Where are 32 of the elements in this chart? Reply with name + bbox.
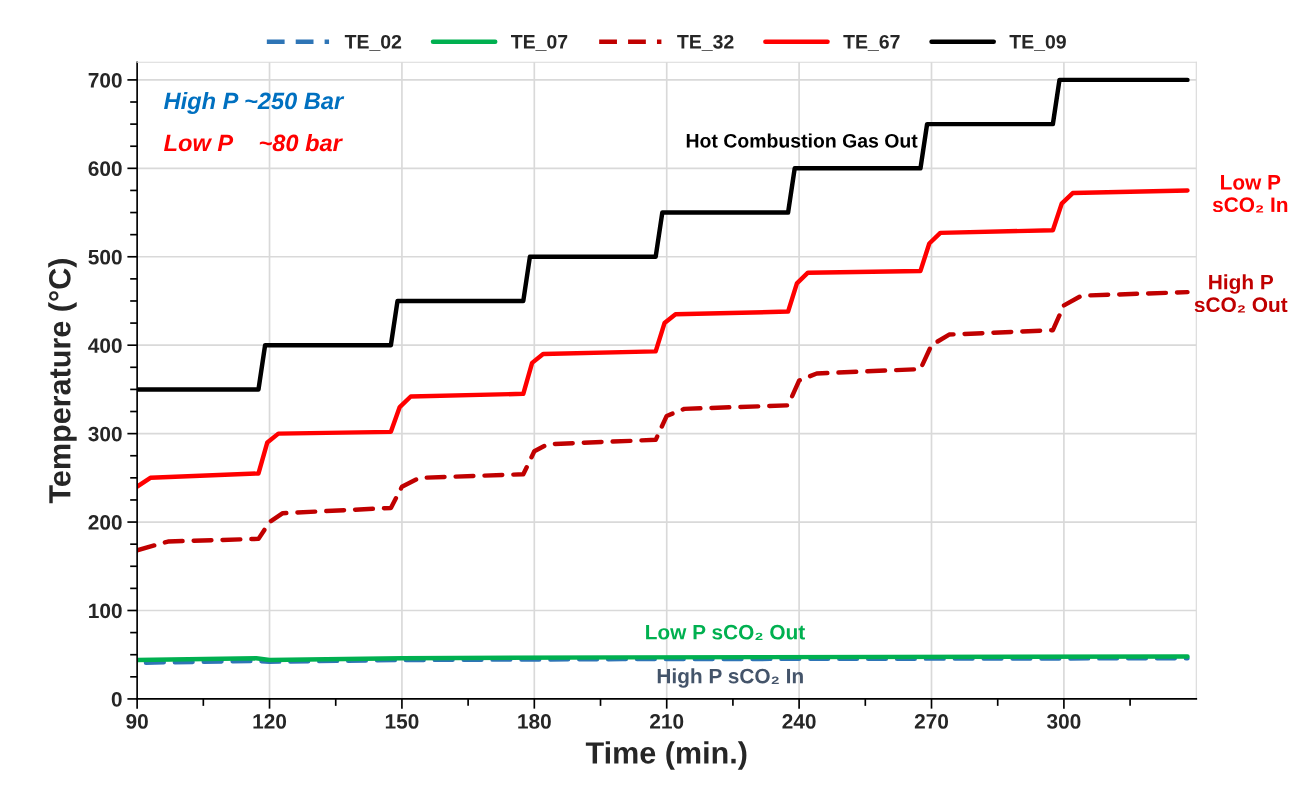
y-tick-label: 300 <box>88 426 122 442</box>
x-tick-label: 120 <box>253 714 287 729</box>
y-tick-label: 100 <box>89 603 122 619</box>
text: Low P sCO₂ In <box>1212 175 1288 213</box>
legend-label: TE_02 <box>344 34 402 51</box>
y-tick-label: 600 <box>88 161 122 177</box>
y-axis-title: Temperature (°C) <box>48 259 77 504</box>
x-tick-label: 150 <box>385 714 419 729</box>
x-axis-title: Time (min.) <box>585 741 747 770</box>
legend-label: TE_09 <box>1009 34 1066 51</box>
x-tick-label: 300 <box>1047 714 1081 729</box>
y-tick-label: 400 <box>88 338 122 353</box>
line-series <box>137 188 1190 489</box>
x-tick-label: 210 <box>650 714 684 729</box>
y-tick-label: 0 <box>111 691 122 707</box>
annotation: Low P ~80 bar <box>164 133 343 152</box>
y-tick-label: 500 <box>88 249 122 265</box>
legend-label: TE_67 <box>843 34 900 51</box>
y-tick-label: 700 <box>88 72 122 88</box>
y-tick-label: 200 <box>88 515 122 530</box>
legend-label: TE_07 <box>511 34 568 51</box>
annotation: High P sCO₂ Out <box>1194 274 1288 313</box>
annotation: Hot Combustion Gas Out <box>686 133 918 148</box>
annotation: Low P sCO₂ Out <box>646 624 805 641</box>
x-tick-label: 90 <box>126 714 148 729</box>
annotation: High P sCO₂ In <box>657 668 803 688</box>
legend-label: TE_32 <box>677 34 734 51</box>
x-tick-label: 270 <box>914 714 949 729</box>
annotation: High P ~250 Bar <box>164 91 345 114</box>
x-tick-label: 240 <box>782 714 816 729</box>
line-series <box>137 289 1190 553</box>
x-tick-label: 180 <box>518 714 551 729</box>
